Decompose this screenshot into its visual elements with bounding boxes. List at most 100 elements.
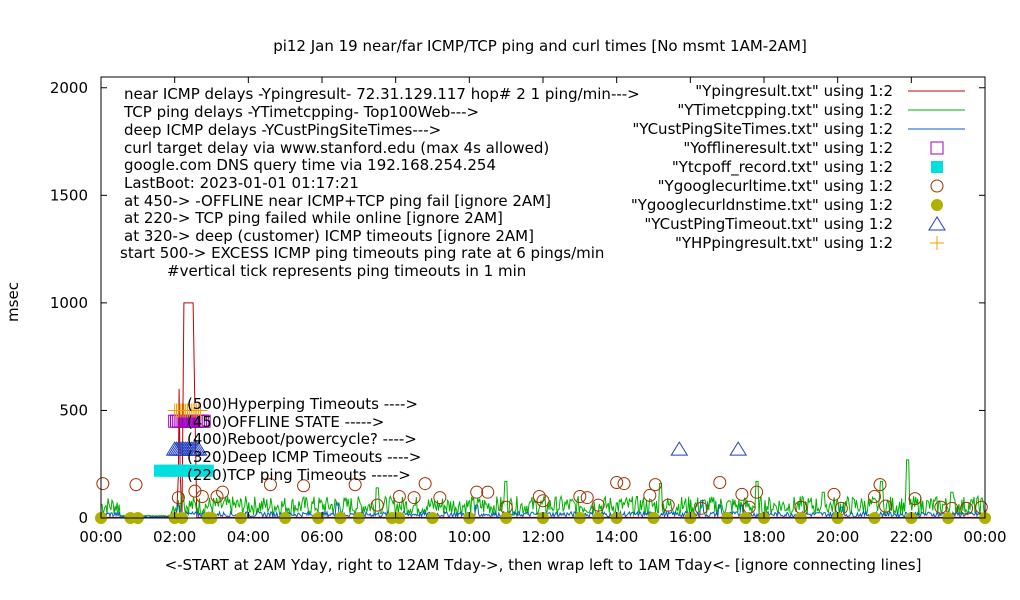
series-7 — [165, 441, 748, 456]
x-tick-label: 14:00 — [595, 528, 638, 546]
legend-label: "Yofflineresult.txt" using 1:2 — [683, 139, 893, 157]
data-point — [617, 477, 631, 491]
data-point — [670, 441, 689, 456]
data-point — [433, 491, 447, 505]
data-point — [407, 491, 421, 505]
x-axis-label: <-START at 2AM Yday, right to 12AM Tday-… — [165, 556, 922, 574]
data-point — [263, 478, 277, 492]
note-6: LastBoot: 2023-01-01 01:17:21 — [124, 174, 359, 192]
legend-label: "YTimetcpping.txt" using 1:2 — [677, 101, 893, 119]
data-point — [934, 500, 948, 514]
data-point — [96, 477, 110, 491]
note-1: near ICMP delays -Ypingresult- 72.31.129… — [124, 85, 640, 103]
legend-label: "YCustPingTimeout.txt" using 1:2 — [644, 215, 893, 233]
series-1 — [100, 459, 986, 518]
series-4 — [153, 464, 214, 477]
data-point — [171, 491, 185, 505]
data-point — [960, 501, 974, 515]
note-9: at 320-> deep (customer) ICMP timeouts [… — [124, 227, 534, 245]
x-tick-label: 00:00 — [963, 528, 1006, 546]
note-10: start 500-> EXCESS ICMP ping timeouts pi… — [120, 244, 604, 262]
note-4: curl target delay via www.stanford.edu (… — [124, 139, 549, 157]
data-point — [297, 479, 311, 493]
data-point — [713, 476, 727, 490]
x-tick-label: 16:00 — [669, 528, 712, 546]
data-point — [974, 500, 988, 514]
timeout-annotations: (500)Hyperping Timeouts ----> (450)OFFLI… — [187, 395, 421, 484]
legend-swatch — [931, 161, 943, 173]
note-8: at 220-> TCP ping failed while online [i… — [124, 209, 503, 227]
data-point — [418, 477, 432, 491]
series-noise — [100, 459, 986, 518]
data-point — [201, 464, 214, 477]
data-point — [216, 485, 230, 499]
x-tick-label: 20:00 — [816, 528, 859, 546]
annotation-tcp-ping: (220)TCP ping Timeouts -----> — [187, 466, 411, 484]
data-point — [879, 499, 893, 513]
annotation-deep-icmp: (320)Deep ICMP Timeouts ----> — [187, 448, 421, 466]
data-point — [643, 488, 657, 502]
note-2: TCP ping delays -YTimetcpping- Top100Web… — [123, 103, 479, 121]
x-tick-label: 06:00 — [300, 528, 343, 546]
data-point — [193, 403, 208, 418]
legend-swatch — [930, 179, 944, 193]
series-5 — [96, 476, 988, 515]
legend-label: "Ypingresult.txt" using 1:2 — [695, 82, 893, 100]
series-line — [101, 302, 985, 518]
legend: "Ypingresult.txt" using 1:2"YTimetcpping… — [631, 82, 965, 252]
data-point — [610, 476, 624, 490]
x-tick-label: 10:00 — [448, 528, 491, 546]
x-tick-label: 22:00 — [890, 528, 933, 546]
note-5: google.com DNS query time via 192.168.25… — [124, 156, 496, 174]
x-tick-label: 18:00 — [742, 528, 785, 546]
data-point — [370, 498, 384, 512]
data-point — [195, 489, 209, 503]
series-8 — [167, 403, 208, 418]
legend-swatch — [928, 216, 946, 231]
data-point — [661, 498, 675, 512]
x-tick-label: 04:00 — [227, 528, 270, 546]
note-7: at 450-> -OFFLINE near ICMP+TCP ping fai… — [124, 192, 551, 210]
data-point — [735, 487, 749, 501]
legend-label: "YCustPingSiteTimes.txt" using 1:2 — [632, 120, 893, 138]
chart-title: pi12 Jan 19 near/far ICMP/TCP ping and c… — [273, 37, 807, 55]
annotation-hyperping: (500)Hyperping Timeouts ----> — [187, 395, 418, 413]
y-tick-label: 0 — [78, 509, 88, 527]
data-point — [827, 487, 841, 501]
y-axis-label: msec — [4, 282, 22, 322]
data-point — [536, 494, 550, 508]
data-point — [481, 485, 495, 499]
data-point — [580, 491, 594, 505]
data-point — [197, 414, 211, 428]
y-tick-label: 2000 — [50, 79, 88, 97]
data-point — [908, 492, 922, 506]
x-tick-label: 02:00 — [153, 528, 196, 546]
legend-label: "Ygooglecurldnstime.txt" using 1:2 — [631, 196, 893, 214]
data-point — [648, 478, 662, 492]
data-point — [129, 478, 143, 492]
data-point — [470, 485, 484, 499]
axis-ticks: 00:00 02:00 04:00 06:00 08:00 10:00 12:00 14:00… — [50, 77, 1007, 546]
data-point — [532, 489, 546, 503]
data-point — [750, 485, 764, 499]
annotation-reboot: (400)Reboot/powercycle? ----> — [187, 430, 417, 448]
data-point — [873, 478, 887, 492]
series-0 — [101, 302, 985, 518]
data-point — [591, 498, 605, 512]
x-tick-label: 08:00 — [374, 528, 417, 546]
annotation-offline: (450)OFFLINE STATE -----> — [187, 413, 384, 431]
legend-label: "Ytcpoff_record.txt" using 1:2 — [672, 158, 893, 177]
data-point — [348, 478, 362, 492]
legend-swatch — [930, 141, 944, 155]
y-tick-label: 1000 — [50, 294, 88, 312]
x-tick-label: 00:00 — [79, 528, 122, 546]
legend-label: "Ygooglecurltime.txt" using 1:2 — [658, 177, 893, 195]
y-tick-label: 500 — [59, 401, 88, 419]
data-point — [694, 501, 708, 515]
data-point — [189, 441, 208, 456]
note-11: #vertical tick represents ping timeouts … — [167, 262, 526, 280]
legend-swatch — [931, 199, 943, 211]
legend-swatch — [930, 236, 944, 250]
data-point — [868, 489, 881, 503]
